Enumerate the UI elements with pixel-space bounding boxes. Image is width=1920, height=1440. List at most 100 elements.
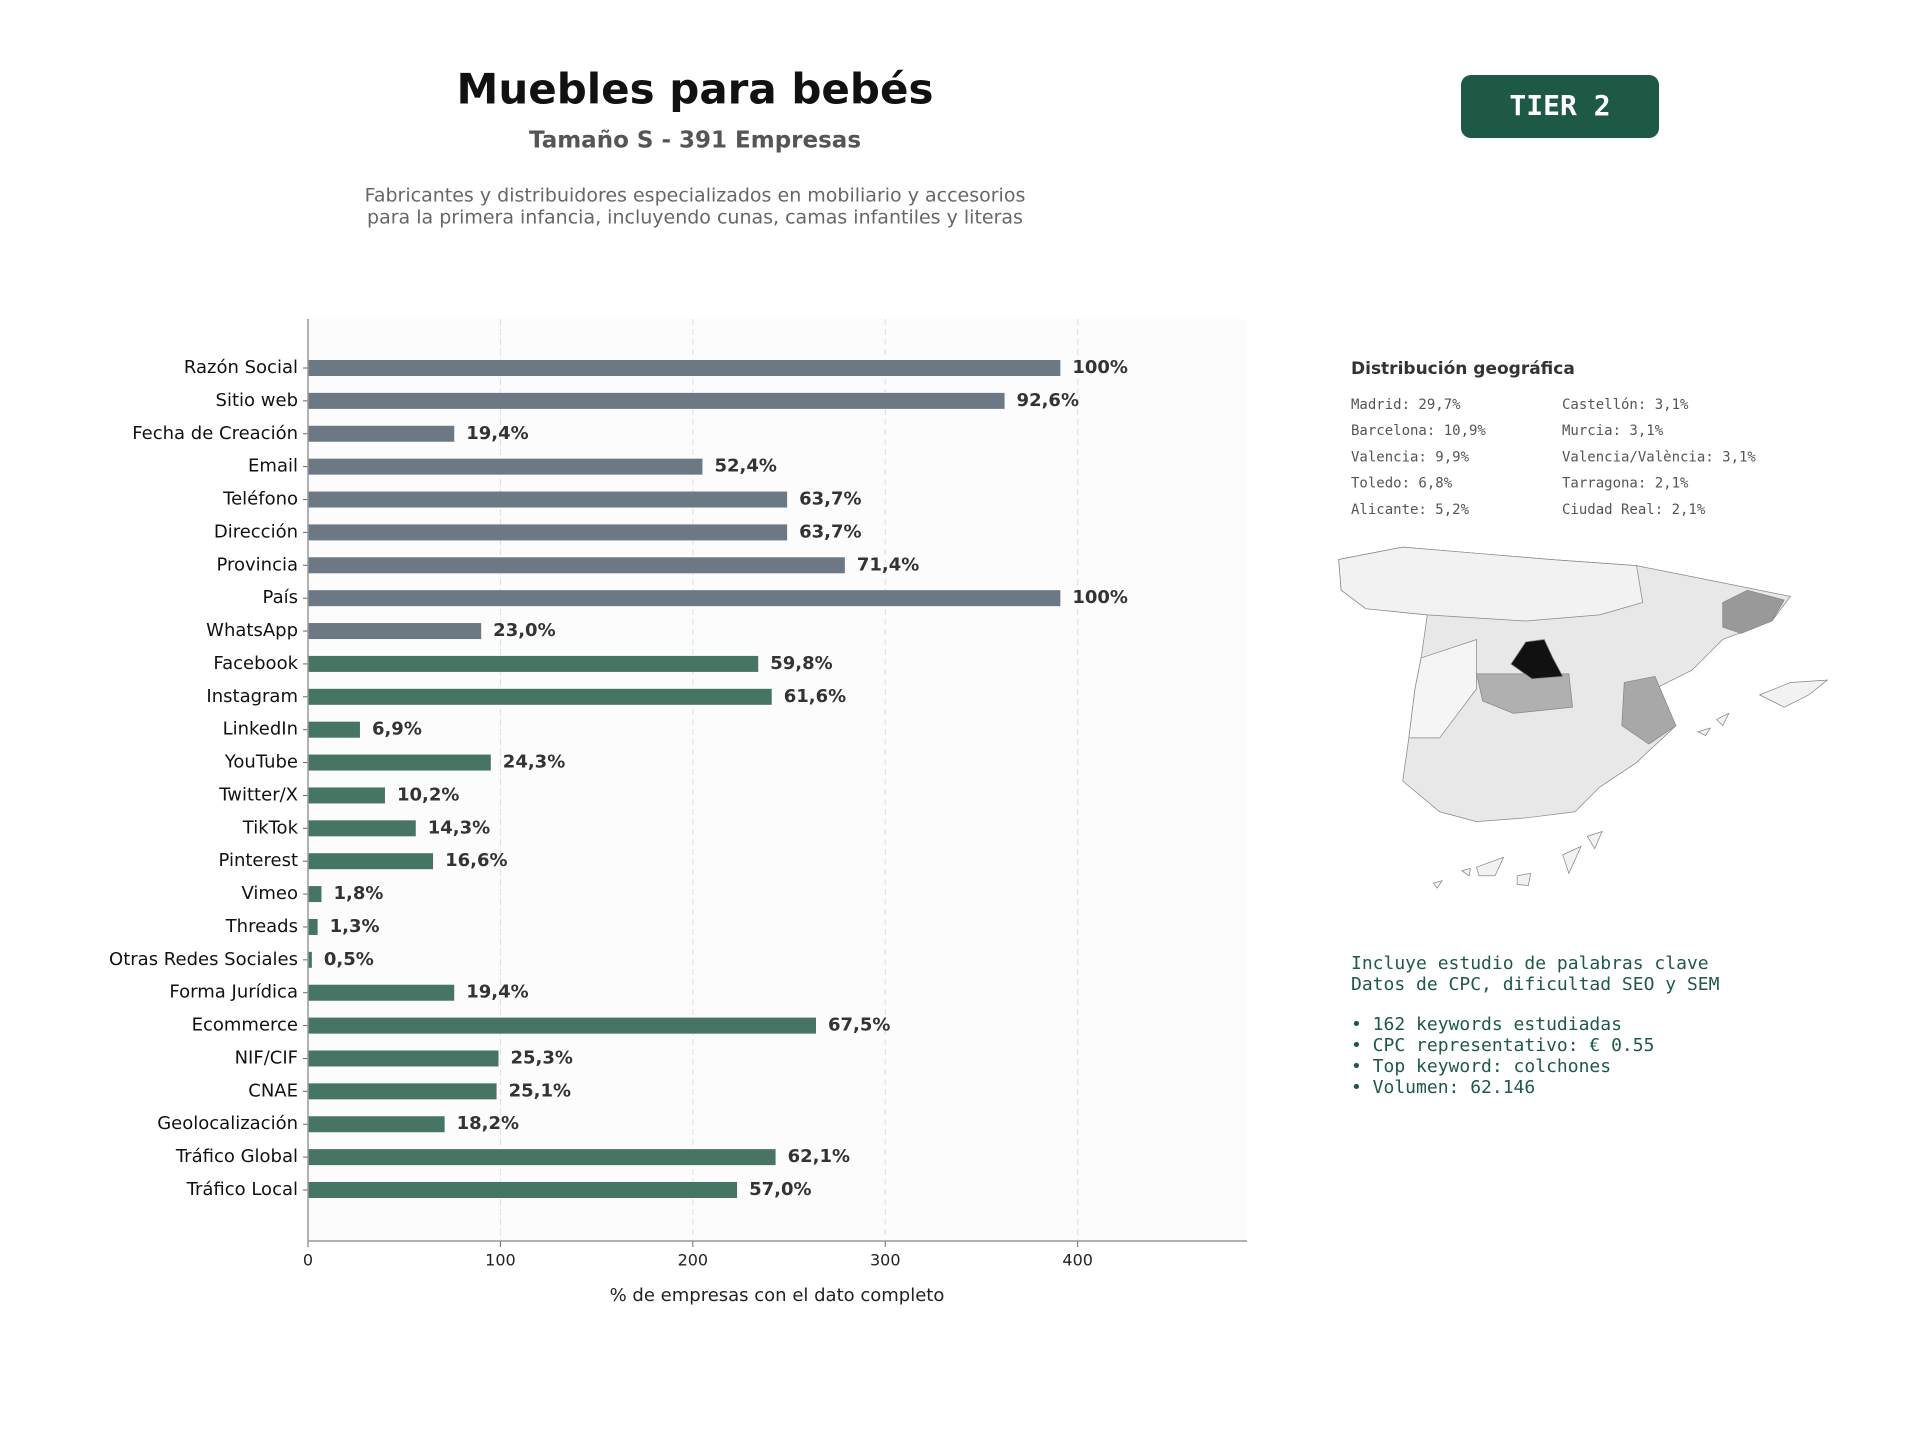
- balearics: [1758, 679, 1829, 708]
- y-tick-label: Facebook: [213, 653, 298, 674]
- y-tick-label: Pinterest: [218, 850, 298, 871]
- bar: [308, 754, 491, 771]
- tier-badge-text: TIER 2: [1509, 89, 1610, 122]
- geo-list: Madrid: 29,7% Barcelona: 10,9% Valencia: 9…: [1351, 397, 1756, 518]
- bar: [308, 1083, 497, 1100]
- bar: [308, 623, 482, 640]
- barcelona: [1722, 589, 1785, 634]
- bar: [308, 524, 788, 541]
- plot-area: [308, 319, 1247, 1241]
- y-tick-label: YouTube: [224, 752, 298, 773]
- bar: [308, 1050, 499, 1067]
- y-tick-label: Tráfico Local: [186, 1179, 298, 1200]
- value-label: 1,8%: [333, 883, 383, 904]
- description-line: para la primera infancia, incluyendo cun…: [367, 207, 1023, 229]
- y-tick-label: TikTok: [242, 817, 299, 838]
- y-tick-label: Threads: [225, 916, 298, 937]
- bar: [308, 721, 360, 738]
- keyword-bullet: • CPC representativo: € 0.55: [1351, 1035, 1654, 1056]
- y-tick-label: Vimeo: [241, 883, 298, 904]
- bar: [308, 655, 759, 672]
- y-tick-label: Instagram: [206, 686, 298, 707]
- value-label: 6,9%: [372, 719, 422, 740]
- geo-item: Castellón: 3,1%: [1562, 397, 1689, 413]
- value-label: 19,4%: [466, 982, 528, 1003]
- canary-islands: [1432, 830, 1603, 889]
- value-label: 57,0%: [749, 1179, 811, 1200]
- bar: [308, 688, 772, 705]
- keyword-bullet: • 162 keywords estudiadas: [1351, 1014, 1622, 1035]
- madrid: [1510, 639, 1564, 680]
- bar: [308, 853, 434, 870]
- chart-subtitle: Tamaño S - 391 Empresas: [529, 128, 861, 154]
- value-label: 19,4%: [466, 423, 528, 444]
- bar: [308, 951, 312, 968]
- value-label: 23,0%: [493, 620, 555, 641]
- geo-item: Murcia: 3,1%: [1562, 423, 1664, 439]
- value-label: 92,6%: [1017, 390, 1079, 411]
- value-label: 1,3%: [330, 916, 380, 937]
- bar: [308, 886, 322, 903]
- value-label: 25,1%: [509, 1080, 571, 1101]
- bar: [308, 392, 1005, 409]
- geo-item: Madrid: 29,7%: [1351, 397, 1461, 413]
- bar: [308, 458, 703, 475]
- north-regions: [1338, 546, 1644, 622]
- keyword-intro: Incluye estudio de palabras clave: [1351, 953, 1709, 974]
- bar: [308, 918, 318, 935]
- value-label: 24,3%: [503, 752, 565, 773]
- x-tick-label: 200: [678, 1251, 709, 1270]
- bar: [308, 820, 416, 837]
- y-tick-label: Dirección: [214, 521, 298, 542]
- value-label: 14,3%: [428, 817, 490, 838]
- keyword-bullet: • Volumen: 62.146: [1351, 1077, 1535, 1098]
- bar: [308, 557, 845, 574]
- y-tick-label: Sitio web: [216, 390, 298, 411]
- value-label: 25,3%: [510, 1047, 572, 1068]
- y-tick-label: Email: [248, 456, 298, 477]
- bar: [308, 491, 788, 508]
- x-tick-label: 400: [1062, 1251, 1093, 1270]
- y-tick-label: Razón Social: [184, 357, 298, 378]
- y-tick-label: Forma Jurídica: [169, 982, 298, 1003]
- bar: [308, 360, 1061, 376]
- geo-item: Valencia: 9,9%: [1351, 449, 1470, 465]
- value-label: 100%: [1072, 587, 1128, 608]
- value-label: 52,4%: [714, 456, 776, 477]
- y-tick-label: País: [263, 587, 298, 608]
- y-tick-label: NIF/CIF: [235, 1047, 298, 1068]
- bar: [308, 1017, 816, 1034]
- y-tick-label: CNAE: [248, 1080, 298, 1101]
- valencia: [1621, 675, 1677, 745]
- value-label: 10,2%: [397, 784, 459, 805]
- geo-item: Toledo: 6,8%: [1351, 476, 1453, 492]
- y-tick-label: Geolocalización: [157, 1113, 298, 1134]
- geo-item: Alicante: 5,2%: [1351, 502, 1470, 518]
- tier-badge: [1461, 75, 1659, 138]
- value-label: 71,4%: [857, 554, 919, 575]
- description-line: Fabricantes y distribuidores especializa…: [365, 185, 1026, 207]
- geo-item: Ciudad Real: 2,1%: [1562, 502, 1706, 518]
- geo-item: Valencia/València: 3,1%: [1562, 449, 1756, 465]
- geo-item: Tarragona: 2,1%: [1562, 476, 1689, 492]
- spain-map: [1338, 546, 1829, 889]
- y-tick-label: LinkedIn: [223, 719, 298, 740]
- y-tick-label: WhatsApp: [206, 620, 298, 641]
- value-label: 61,6%: [784, 686, 846, 707]
- y-tick-label: Teléfono: [222, 489, 298, 510]
- y-tick-label: Fecha de Creación: [132, 423, 298, 444]
- keyword-bullet: • Top keyword: colchones: [1351, 1056, 1611, 1077]
- y-tick-label: Twitter/X: [218, 784, 298, 805]
- west-regions: [1408, 638, 1477, 739]
- y-tick-label: Otras Redes Sociales: [109, 949, 298, 970]
- geo-item: Barcelona: 10,9%: [1351, 423, 1486, 439]
- x-tick-label: 0: [303, 1251, 313, 1270]
- y-tick-label: Tráfico Global: [175, 1146, 298, 1167]
- bar: [308, 984, 455, 1001]
- bar: [308, 1116, 445, 1133]
- bar: [308, 1182, 738, 1198]
- value-label: 67,5%: [828, 1015, 890, 1036]
- value-label: 63,7%: [799, 489, 861, 510]
